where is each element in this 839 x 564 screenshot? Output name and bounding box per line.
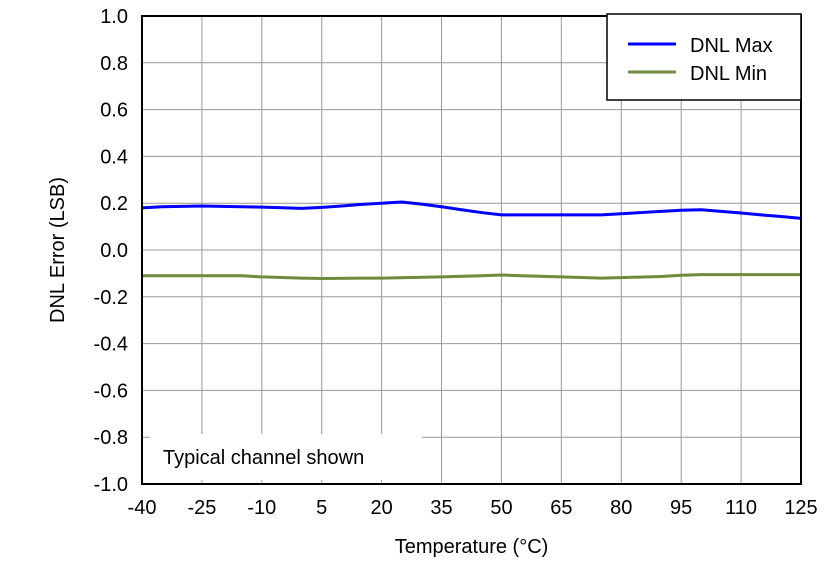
- y-tick-label: -0.8: [94, 427, 128, 449]
- x-tick-label: 5: [316, 497, 327, 519]
- x-tick-label: 110: [725, 497, 757, 519]
- x-tick-label: -40: [128, 497, 157, 519]
- y-tick-label: -0.2: [94, 287, 128, 309]
- y-tick-label: -0.4: [94, 334, 128, 356]
- y-tick-label: 0.0: [100, 240, 128, 262]
- y-axis-label: DNL Error (LSB): [47, 177, 69, 323]
- y-tick-label: -1.0: [94, 474, 128, 496]
- y-tick-label: 0.4: [100, 146, 128, 168]
- y-tick-label: 0.6: [100, 100, 128, 122]
- legend-label: DNL Max: [690, 35, 773, 57]
- series-line-dnl-max: [141, 200, 802, 220]
- y-tick-label: 1.0: [100, 6, 128, 28]
- x-tick-label: 35: [430, 497, 452, 519]
- x-tick-label: -10: [247, 497, 276, 519]
- x-tick-label: -25: [187, 497, 216, 519]
- y-tick-label: -0.6: [94, 380, 128, 402]
- y-tick-label: 0.2: [100, 193, 128, 215]
- x-tick-label: 125: [784, 497, 817, 519]
- x-tick-label: 65: [550, 497, 572, 519]
- x-tick-label: 20: [371, 497, 393, 519]
- annotation-box: [150, 434, 422, 480]
- x-tick-label: 80: [610, 497, 632, 519]
- x-axis-label: Temperature (°C): [395, 536, 549, 558]
- x-tick-label: 50: [490, 497, 512, 519]
- legend-label: DNL Min: [690, 63, 767, 85]
- y-tick-label: 0.8: [100, 53, 128, 75]
- annotation-text: Typical channel shown: [163, 447, 364, 469]
- x-tick-label: 95: [670, 497, 692, 519]
- series-line-dnl-min: [142, 273, 801, 281]
- legend-box: [606, 13, 802, 101]
- plot-border: [141, 15, 802, 485]
